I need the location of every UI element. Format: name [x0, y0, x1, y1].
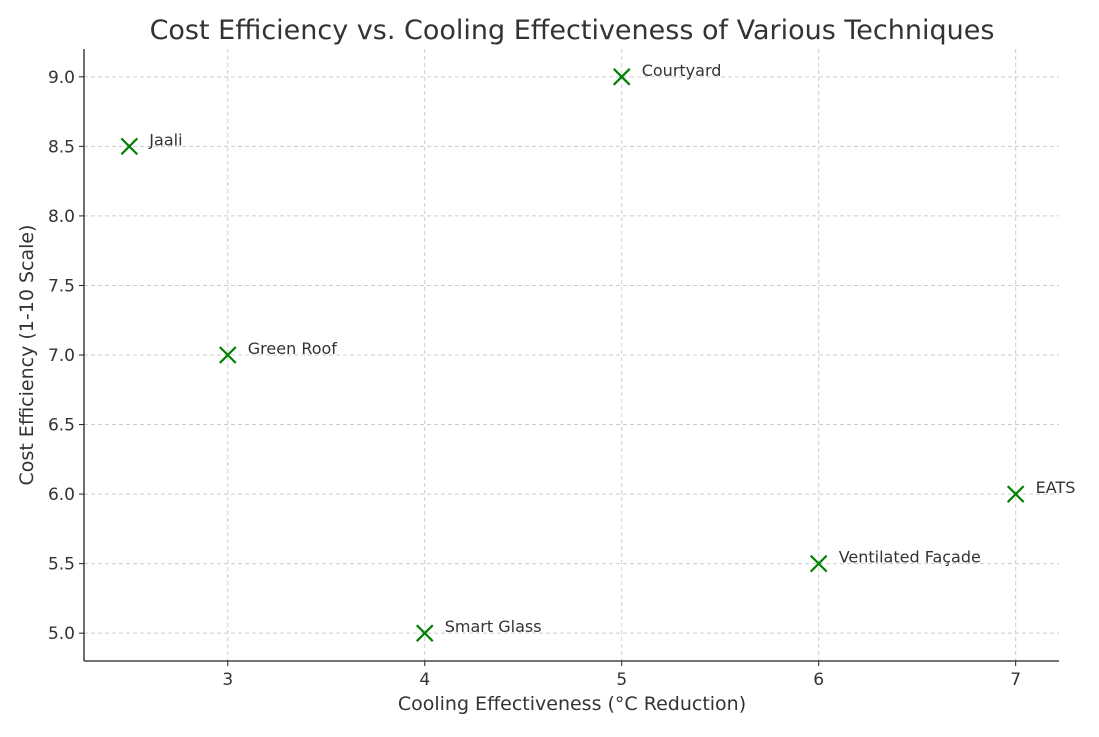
x-marker: [415, 624, 434, 642]
y-tick-label: 8.0: [48, 207, 75, 227]
x-marker: [1006, 485, 1025, 503]
data-points: Jaali Green Roof Smart Glass Courtyard Venti…: [120, 61, 1076, 642]
point-label: EATS: [1036, 478, 1076, 497]
point-label: Smart Glass: [445, 617, 542, 636]
point-label: Ventilated Façade: [839, 548, 981, 567]
grid: [84, 49, 1059, 661]
data-point: Green Roof: [219, 339, 338, 364]
data-point: Ventilated Façade: [809, 548, 981, 573]
x-tick-label: 5: [616, 670, 627, 690]
x-tick-label: 4: [419, 670, 430, 690]
point-label: Jaali: [148, 130, 182, 149]
y-tick-label: 8.5: [48, 137, 75, 157]
y-axis-label: Cost Efficiency (1-10 Scale): [16, 225, 38, 486]
y-tick-label: 6.0: [48, 485, 75, 505]
data-point: Jaali: [120, 130, 183, 156]
x-marker: [219, 346, 237, 364]
y-tick-label: 5.5: [48, 555, 75, 575]
y-tick-label: 6.5: [48, 416, 75, 436]
y-tick-label: 5.0: [48, 624, 75, 644]
point-label: Courtyard: [642, 61, 722, 80]
x-marker: [809, 554, 828, 573]
y-tick-label: 9.0: [48, 68, 75, 88]
x-axis-label: Cooling Effectiveness (°C Reduction): [398, 693, 746, 715]
y-tick-label: 7.5: [48, 276, 75, 296]
point-label: Green Roof: [248, 339, 338, 358]
x-tick-label: 7: [1010, 670, 1021, 690]
chart-title: Cost Efficiency vs. Cooling Effectivenes…: [150, 15, 995, 46]
x-tick-label: 3: [222, 670, 233, 690]
x-marker: [120, 137, 139, 156]
ticks: 3 4 5 6 7 5.0 5.5 6.0 6.5 7.0 7.5 8.0 8.5 9.0: [48, 68, 1021, 690]
data-point: Courtyard: [612, 61, 722, 86]
x-tick-label: 6: [813, 670, 824, 690]
data-point: EATS: [1006, 478, 1076, 503]
x-marker: [612, 68, 631, 86]
data-point: Smart Glass: [415, 617, 542, 642]
y-tick-label: 7.0: [48, 346, 75, 366]
